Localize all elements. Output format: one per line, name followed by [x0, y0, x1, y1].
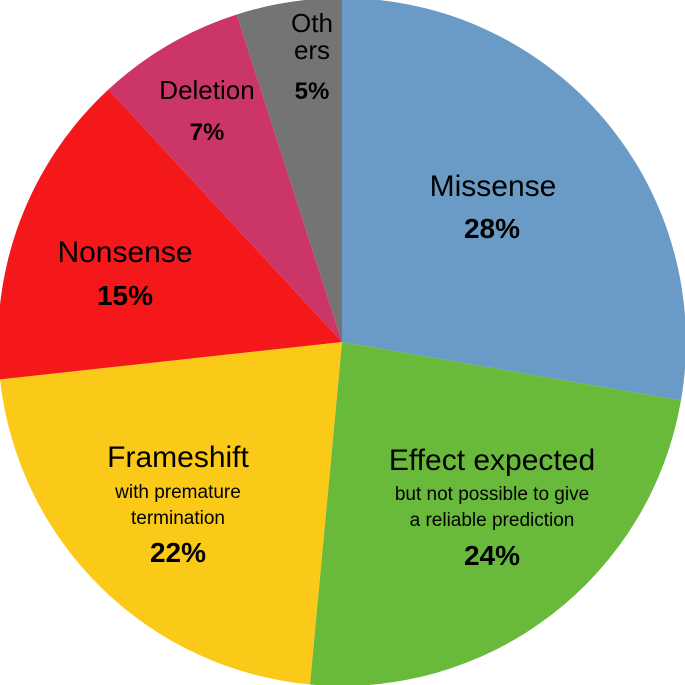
pie-slice-missense [342, 0, 685, 401]
label-others-name-1: Oth [291, 8, 333, 38]
label-deletion-value: 7% [190, 119, 225, 146]
label-effect-expected-value: 24% [464, 540, 520, 571]
pie-slice-deletion [108, 14, 342, 342]
label-frameshift-value: 22% [150, 537, 206, 568]
pie-slice-frameshift [0, 342, 342, 685]
label-deletion-name: Deletion [159, 75, 254, 105]
label-nonsense-name: Nonsense [57, 236, 192, 269]
label-missense-value: 28% [464, 213, 520, 244]
label-nonsense-value: 15% [97, 280, 153, 311]
pie-slice-others [236, 0, 342, 342]
pie-slice-effect-expected [309, 342, 681, 685]
label-others-value: 5% [295, 78, 330, 105]
label-effect-expected-sub-2: a reliable prediction [410, 510, 575, 531]
label-effect-expected-sub-1: but not possible to give [395, 484, 589, 505]
pie-labels: Missense 28% Effect expected but not pos… [57, 8, 595, 571]
label-missense-name: Missense [430, 170, 557, 203]
label-effect-expected-name: Effect expected [389, 444, 595, 477]
label-frameshift-name: Frameshift [107, 441, 249, 474]
label-frameshift-sub-2: termination [131, 508, 225, 529]
pie-slice-nonsense [0, 89, 342, 380]
label-others-name-2: ers [294, 35, 330, 65]
label-frameshift-sub-1: with premature [114, 482, 241, 503]
